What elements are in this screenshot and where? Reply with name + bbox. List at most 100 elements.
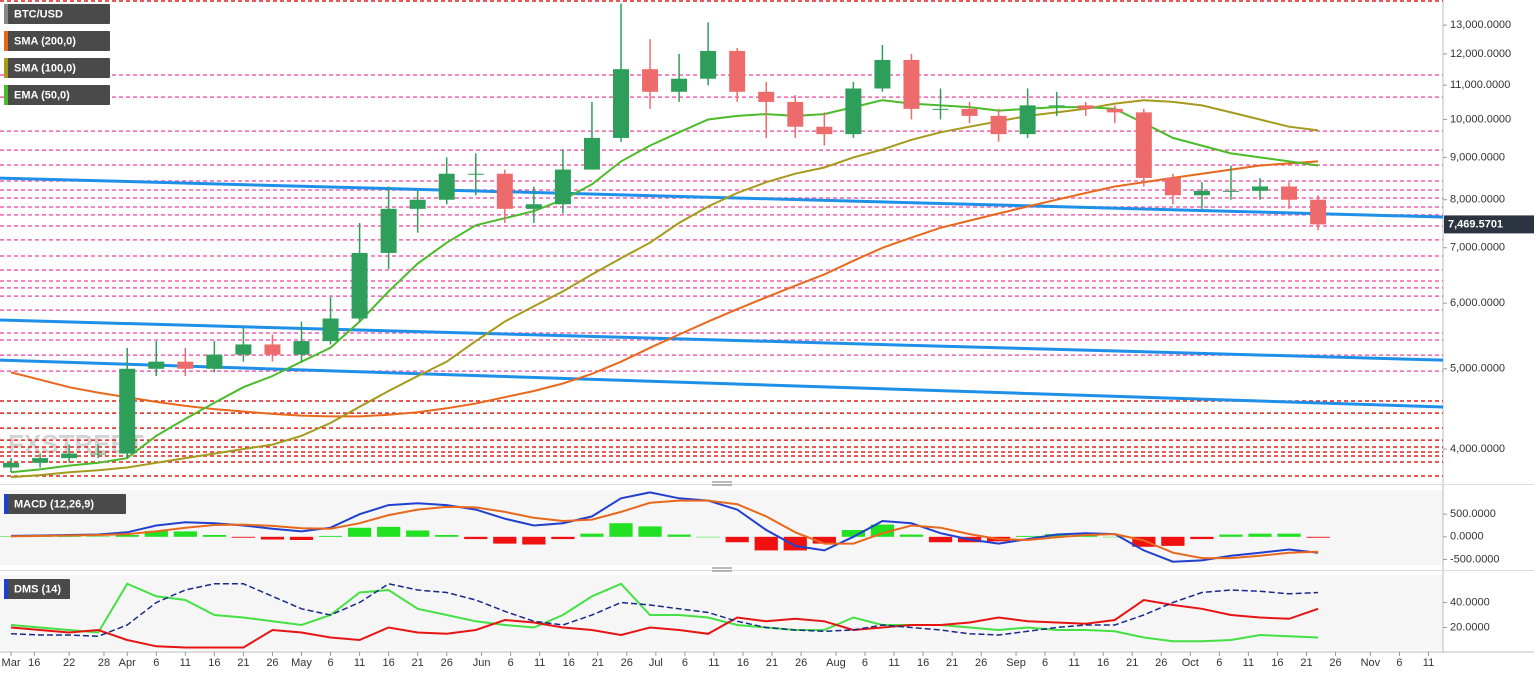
x-tick-label: 6 — [508, 657, 514, 669]
candle-body — [729, 50, 746, 92]
panel-title-swatch — [4, 579, 8, 599]
x-tick-label: 16 — [1097, 657, 1109, 669]
candle-body — [613, 69, 629, 138]
x-tick-label: 11 — [1423, 657, 1434, 669]
y-tick-label: 0.0000 — [1450, 531, 1484, 543]
candle-body — [148, 361, 165, 369]
candle-body — [61, 453, 78, 459]
x-tick-label: Nov — [1361, 657, 1381, 669]
x-tick-label: 16 — [737, 657, 749, 669]
panel-title-swatch — [4, 494, 8, 514]
y-tick-label: 40.0000 — [1450, 596, 1490, 608]
x-tick-label: May — [291, 657, 312, 669]
dms-panel-bg — [0, 575, 1443, 650]
histogram-bar — [812, 536, 836, 544]
x-tick-label: 16 — [28, 657, 40, 669]
candle-body — [1252, 186, 1268, 191]
x-tick-label: 26 — [795, 657, 807, 669]
x-tick-label: Mar — [2, 657, 21, 669]
x-tick-label: Sep — [1006, 657, 1026, 669]
histogram-bar — [1132, 536, 1156, 547]
legend-entry: SMA (200,0) — [14, 35, 76, 47]
candle-body — [671, 78, 688, 92]
candle-body — [467, 173, 484, 175]
x-tick-label: 6 — [153, 657, 159, 669]
x-tick-label: 11 — [1243, 657, 1254, 669]
macd-panel-bg — [0, 490, 1443, 565]
x-tick-label: 16 — [917, 657, 929, 669]
x-tick-label: 21 — [237, 657, 249, 669]
candle-body — [438, 173, 455, 200]
x-tick-label: 11 — [354, 657, 365, 669]
x-tick-label: 22 — [63, 657, 75, 669]
candle-body — [1135, 112, 1152, 178]
candle-body — [1193, 190, 1210, 196]
x-tick-label: 21 — [1300, 657, 1312, 669]
histogram-bar — [347, 527, 372, 537]
histogram-bar — [289, 536, 314, 540]
histogram-bar — [609, 523, 633, 537]
candle-body — [409, 199, 426, 209]
legend-entry-bg — [4, 85, 110, 105]
trendline — [0, 358, 1444, 409]
histogram-bar — [435, 535, 459, 537]
candle-body — [496, 173, 513, 209]
candle-body — [177, 361, 194, 369]
x-tick-label: 26 — [266, 657, 278, 669]
histogram-bar — [377, 526, 401, 537]
histogram-bar — [1248, 533, 1272, 537]
candle-body — [293, 341, 310, 355]
x-tick-label: 11 — [534, 657, 545, 669]
x-tick-label: 11 — [1068, 657, 1079, 669]
legend-entry: SMA (100,0) — [14, 62, 76, 74]
histogram-bar — [754, 536, 778, 551]
symbol-label: BTC/USD — [14, 8, 63, 20]
y-tick-label: -500.0000 — [1450, 553, 1500, 565]
y-tick-label: 7,000.0000 — [1450, 242, 1505, 254]
y-tick-label: 13,000.0000 — [1450, 19, 1511, 31]
x-tick-label: 26 — [441, 657, 453, 669]
x-tick-label: Apr — [119, 657, 136, 669]
candle-body — [874, 59, 891, 89]
histogram-bar — [1190, 536, 1214, 540]
histogram-bar — [1277, 533, 1301, 537]
histogram-bar — [841, 530, 865, 537]
y-tick-label: 4,000.0000 — [1450, 443, 1505, 455]
x-tick-label: 21 — [946, 657, 958, 669]
x-tick-label: 6 — [1042, 657, 1048, 669]
x-tick-label: 16 — [563, 657, 575, 669]
histogram-bar — [173, 531, 197, 537]
candle-body — [787, 101, 804, 127]
last-price-box — [1444, 215, 1534, 234]
trendline — [0, 176, 1444, 219]
candle-body — [1310, 199, 1327, 225]
histogram-bar — [899, 534, 924, 537]
panel-title: MACD (12,26,9) — [14, 498, 94, 510]
candle-body — [903, 59, 920, 109]
histogram-bar — [231, 536, 256, 538]
symbol-label-bg — [4, 4, 110, 24]
candle-body — [700, 50, 717, 79]
x-tick-label: 16 — [383, 657, 395, 669]
resize-handle[interactable] — [712, 481, 732, 486]
x-tick-label: 26 — [975, 657, 987, 669]
indicator-line — [10, 582, 1319, 643]
histogram-bar — [928, 536, 953, 543]
y-tick-label: 6,000.0000 — [1450, 297, 1505, 309]
candle-body — [1077, 105, 1094, 109]
resize-handle[interactable] — [712, 567, 732, 572]
histogram-bar — [493, 536, 517, 544]
x-tick-label: 6 — [327, 657, 333, 669]
candle-body — [119, 368, 136, 454]
x-tick-label: Jun — [473, 657, 491, 669]
histogram-bar — [86, 536, 110, 537]
y-tick-label: 20.0000 — [1450, 621, 1490, 633]
x-tick-label: 26 — [621, 657, 633, 669]
candle-body — [990, 115, 1007, 135]
histogram-bar — [1306, 536, 1330, 538]
x-tick-label: 28 — [98, 657, 110, 669]
y-tick-label: 500.0000 — [1450, 508, 1496, 520]
histogram-bar — [696, 536, 720, 538]
x-tick-label: 6 — [682, 657, 688, 669]
